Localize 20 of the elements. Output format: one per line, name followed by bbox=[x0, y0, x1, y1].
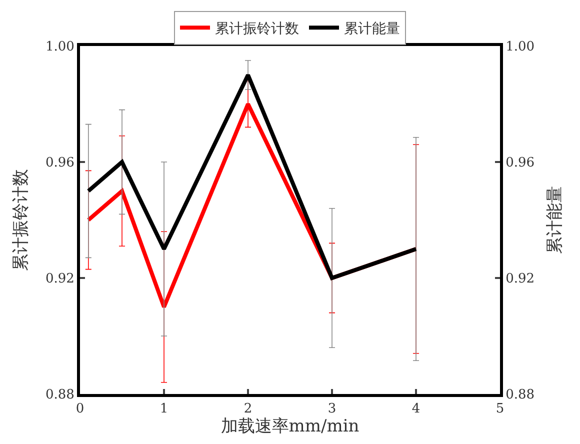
x-tick-label: 5 bbox=[496, 402, 504, 417]
x-tick-label: 0 bbox=[76, 402, 84, 417]
y2-tick-label: 0.92 bbox=[506, 272, 535, 287]
x-tick-label: 4 bbox=[412, 402, 420, 417]
legend-label: 累计振铃计数 bbox=[215, 21, 299, 38]
legend-label: 累计能量 bbox=[344, 21, 400, 38]
y-tick-label: 0.88 bbox=[45, 388, 74, 403]
x-tick-label: 2 bbox=[244, 402, 252, 417]
y2-tick-label: 1.00 bbox=[506, 40, 535, 55]
y-axis-title: 累计振铃计数 bbox=[10, 169, 31, 271]
y-tick-label: 0.96 bbox=[45, 156, 74, 171]
y-tick-label: 1.00 bbox=[45, 40, 74, 55]
y2-tick-label: 0.88 bbox=[506, 388, 535, 403]
line-series bbox=[86, 73, 418, 280]
x-axis-title: 加载速率mm/min bbox=[220, 416, 360, 437]
y2-axis-title: 累计能量 bbox=[544, 186, 565, 254]
x-tick-label: 3 bbox=[328, 402, 336, 417]
y-tick-label: 0.92 bbox=[45, 272, 74, 287]
x-tick-label: 1 bbox=[160, 402, 168, 417]
y2-tick-label: 0.96 bbox=[506, 156, 535, 171]
